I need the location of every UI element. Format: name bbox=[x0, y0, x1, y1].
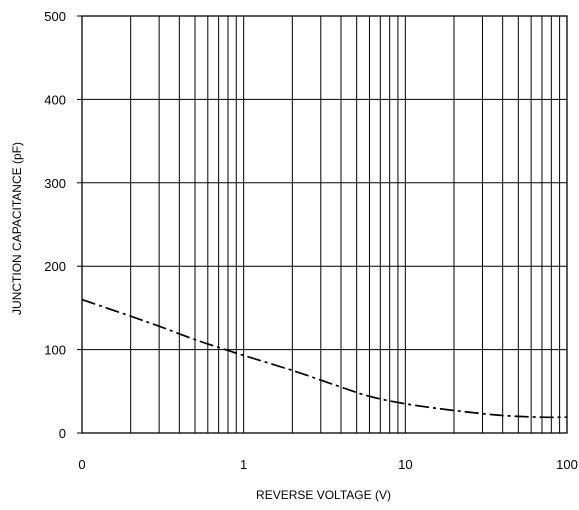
x-tick-label: 0 bbox=[78, 457, 85, 472]
series-line bbox=[81, 298, 568, 419]
grid bbox=[81, 15, 568, 434]
x-tick-labels: 0 1 10 100 bbox=[78, 457, 577, 472]
x-tick-label: 1 bbox=[240, 457, 247, 472]
y-tick-label: 0 bbox=[59, 426, 66, 441]
x-tick-label: 10 bbox=[398, 457, 412, 472]
y-tick-label: 300 bbox=[44, 176, 66, 191]
y-tick-labels: 0 100 200 300 400 500 bbox=[44, 9, 82, 441]
y-tick-label: 200 bbox=[44, 259, 66, 274]
x-axis-title: REVERSE VOLTAGE (V) bbox=[256, 488, 391, 502]
y-tick-label: 500 bbox=[44, 9, 66, 24]
x-tick-label: 100 bbox=[556, 457, 578, 472]
plot-frame bbox=[81, 15, 568, 434]
y-axis-title: JUNCTION CAPACITANCE (pF) bbox=[10, 142, 24, 315]
y-tick-label: 100 bbox=[44, 343, 66, 358]
y-tick-label: 400 bbox=[44, 92, 66, 107]
